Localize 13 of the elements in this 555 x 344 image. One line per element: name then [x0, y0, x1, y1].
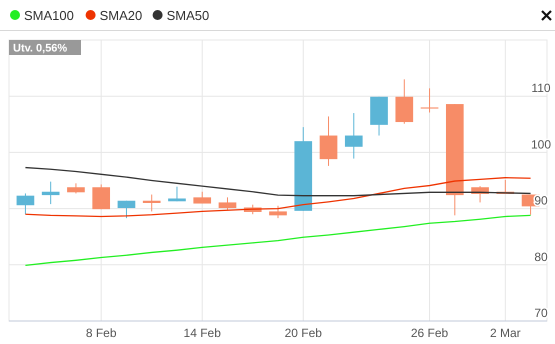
y-tick-label: 70 — [534, 306, 548, 320]
legend-label: SMA50 — [166, 8, 210, 23]
y-tick-label: 110 — [531, 81, 551, 96]
x-tick-label: 20 Feb — [284, 326, 322, 340]
x-tick-label: 8 Feb — [86, 326, 117, 340]
x-tick-label: 14 Feb — [184, 326, 222, 340]
y-tick-label: 80 — [534, 250, 548, 264]
legend-label: SMA20 — [100, 8, 142, 23]
x-tick-label: 26 Feb — [410, 326, 449, 340]
legend-label: SMA100 — [24, 8, 74, 23]
x-tick-label: 2 Mar — [490, 326, 521, 340]
y-tick-label: 100 — [530, 137, 552, 152]
annotation: Utv. 0,56% — [13, 42, 68, 54]
